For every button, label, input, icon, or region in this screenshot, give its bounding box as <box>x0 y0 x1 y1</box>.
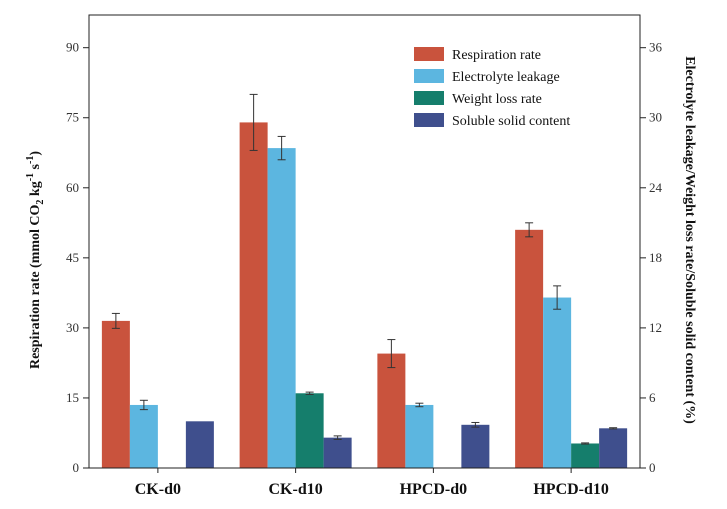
plot-frame <box>88 14 641 469</box>
error-bar-layer <box>111 93 618 445</box>
bar <box>239 122 268 469</box>
category-label: CK-d0 <box>135 481 181 498</box>
y-axis-left-title: Respiration rate (mmol CO2 kg-1 s-1) <box>25 151 46 369</box>
bar <box>461 424 490 468</box>
bar-layer <box>101 122 628 469</box>
bar <box>405 404 434 468</box>
bar <box>543 297 572 468</box>
legend-swatch <box>414 91 444 105</box>
y-right-tick-label: 12 <box>649 320 662 335</box>
y-left-tick-label: 45 <box>66 250 79 265</box>
category-label: HPCD-d10 <box>533 481 609 498</box>
y-right-tick-label: 18 <box>649 250 662 265</box>
category-label: CK-d10 <box>269 481 323 498</box>
bar <box>599 428 628 468</box>
y-axis-right-title: Electrolyte leakage/Weight loss rate/Sol… <box>682 56 697 424</box>
y-right-tick-label: 24 <box>649 180 663 195</box>
legend-label: Soluble solid content <box>452 114 570 129</box>
y-right-tick-label: 30 <box>649 110 662 125</box>
bar <box>185 421 214 468</box>
legend-swatch <box>414 113 444 127</box>
y-left-tick-label: 15 <box>66 390 79 405</box>
bar <box>267 148 296 468</box>
legend-swatch <box>414 47 444 61</box>
y-left-tick-label: 60 <box>66 180 79 195</box>
bar <box>295 393 324 468</box>
legend-label: Weight loss rate <box>452 92 542 107</box>
y-right-tick-label: 36 <box>649 40 663 55</box>
legend-swatch <box>414 69 444 83</box>
bar <box>323 437 352 468</box>
y-left-tick-label: 0 <box>73 460 80 475</box>
bar <box>515 229 544 468</box>
category-labels: CK-d0 CK-d10 HPCD-d0 HPCD-d10 <box>135 481 609 498</box>
legend-label: Respiration rate <box>452 48 541 63</box>
y-right-tick-label: 6 <box>649 390 656 405</box>
legend: Respiration rate Electrolyte leakage Weigh… <box>414 47 570 129</box>
legend-label: Electrolyte leakage <box>452 70 560 85</box>
y-left-tick-label: 90 <box>66 40 79 55</box>
category-label: HPCD-d0 <box>400 481 468 498</box>
y-left-tick-label: 75 <box>66 110 79 125</box>
bar <box>377 353 406 468</box>
bar <box>129 404 158 468</box>
bar <box>101 320 130 468</box>
y-right-tick-label: 0 <box>649 460 656 475</box>
y-left-tick-label: 30 <box>66 320 79 335</box>
bar <box>571 443 600 468</box>
tick-layer: 0 15 30 45 60 75 90 0 6 12 18 24 30 36 <box>66 40 663 475</box>
